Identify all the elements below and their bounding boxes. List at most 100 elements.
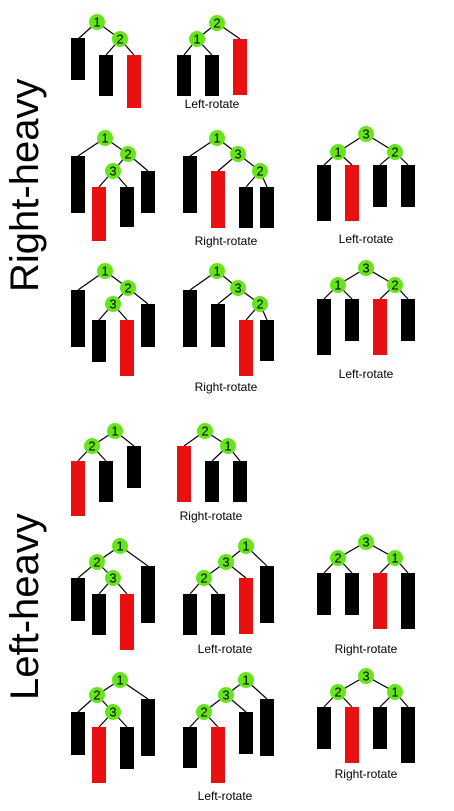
caption-right-rotate: Right-rotate [335,767,398,781]
caption-left-rotate: Left-rotate [185,97,240,111]
caption-right-rotate: Right-rotate [195,234,258,248]
subtree-bar [92,320,106,362]
tree-node-key: 1 [391,685,398,700]
tree-node-key: 3 [109,297,116,312]
tree-node: 3 [230,146,246,162]
tree-node: 2 [120,146,136,162]
subtree-bar [99,55,113,96]
subtree-bar [141,171,155,213]
subtree-bar [401,165,415,207]
subtree-bar [71,578,85,621]
subtree-bar [317,707,331,749]
subtree-bar [373,707,387,749]
tree-node-key: 3 [234,281,241,296]
tree-node: 1 [97,263,113,279]
subtree-bar [92,594,106,635]
tree-node: 1 [238,672,254,688]
tree-node-key: 1 [193,32,200,47]
tree-node-key: 2 [93,688,100,703]
tree-node-key: 1 [116,539,123,554]
subtree-bar [183,156,197,213]
tree-node: 3 [218,687,234,703]
tree-node: 1 [89,14,105,30]
tree-node: 2 [89,554,105,570]
caption-left-rotate: Left-rotate [198,789,253,803]
highlighted-subtree-bar [373,299,387,355]
tree-node: 1 [387,550,403,566]
subtree-bar [211,594,225,635]
tree-node: 3 [230,280,246,296]
subtree-bar [183,727,197,768]
highlighted-subtree-bar [345,165,359,221]
subtree-bar [317,165,331,221]
tree-node: 2 [120,280,136,296]
tree-node: 2 [330,550,346,566]
highlighted-subtree-bar [120,320,134,376]
tree-node-key: 2 [334,551,341,566]
tree-node: 3 [105,570,121,586]
subtree-bar [260,187,274,228]
subtree-bar [127,446,141,488]
tree-node: 3 [218,554,234,570]
tree-node: 2 [387,277,403,293]
highlighted-subtree-bar [92,187,106,241]
tree-node: 2 [387,144,403,160]
subtree-bar [401,707,415,763]
tree-node: 1 [330,144,346,160]
tree-node-key: 2 [256,164,263,179]
subtree-bar [317,299,331,355]
subtree-bar [401,573,415,629]
tree-node-key: 2 [391,278,398,293]
highlighted-subtree-bar [345,707,359,763]
tree-node: 2 [84,438,100,454]
highlighted-subtree-bar [71,461,85,516]
tree-node-key: 2 [88,439,95,454]
tree-node-key: 1 [101,264,108,279]
subtree-bar [260,320,274,361]
caption-left-rotate: Left-rotate [339,367,394,381]
tree-node: 2 [330,684,346,700]
subtree-bar [345,573,359,615]
highlighted-subtree-bar [211,727,225,783]
caption-left-rotate: Left-rotate [198,642,253,656]
subtree-bar [345,299,359,341]
tree-node-key: 1 [391,551,398,566]
tree-node-key: 2 [391,145,398,160]
caption-right-rotate: Right-rotate [180,509,243,523]
tree-node: 3 [358,260,374,276]
tree-node-key: 2 [334,685,341,700]
tree-node: 2 [252,296,268,312]
tree-node: 2 [209,15,225,31]
tree-node-key: 1 [111,424,118,439]
subtree-bar [373,165,387,207]
tree-node: 2 [252,163,268,179]
subtree-bar [120,727,134,769]
tree-node-key: 1 [93,15,100,30]
highlighted-subtree-bar [127,55,141,108]
subtree-bar [205,461,219,502]
tree-node-key: 2 [124,281,131,296]
tree-node-key: 3 [109,164,116,179]
tree-node-key: 2 [93,555,100,570]
tree-node-key: 2 [124,147,131,162]
tree-node-key: 1 [116,673,123,688]
tree-node: 2 [112,31,128,47]
tree-node-key: 3 [109,571,116,586]
tree-node: 1 [107,423,123,439]
subtree-bar [120,187,134,227]
tree-node: 1 [220,438,236,454]
subtree-bar [71,290,85,347]
tree-node-key: 3 [222,688,229,703]
highlighted-subtree-bar [239,320,253,376]
highlighted-subtree-bar [92,727,106,783]
tree-node-key: 2 [200,571,207,586]
subtree-bar [183,290,197,347]
tree-node-key: 3 [362,535,369,550]
tree-node: 1 [112,672,128,688]
tree-node: 1 [238,538,254,554]
tree-node: 3 [358,668,374,684]
subtree-bar [183,594,197,635]
tree-node: 1 [387,684,403,700]
subtree-bar [177,55,191,96]
tree-node: 3 [105,296,121,312]
